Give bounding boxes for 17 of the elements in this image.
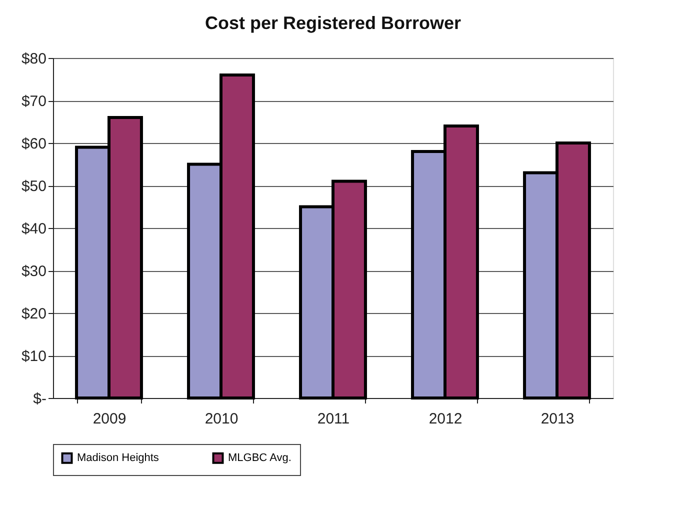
legend-label: MLGBC Avg.	[228, 452, 292, 464]
chart-title: Cost per Registered Borrower	[204, 13, 462, 33]
y-tick-label: $40	[21, 220, 46, 238]
y-tick-label: $70	[21, 93, 46, 110]
x-tick-label: 2011	[317, 410, 350, 428]
x-tick-label: 2009	[92, 410, 126, 428]
y-tick-label: $80	[21, 50, 46, 68]
y-tick-label: $60	[21, 136, 46, 152]
legend-label: Madison Heights	[77, 452, 160, 464]
y-tick-label: $20	[21, 306, 46, 322]
y-tick-label: $10	[21, 348, 46, 365]
x-tick-label: 2012	[428, 410, 462, 428]
x-tick-label: 2010	[204, 410, 238, 428]
y-tick-label: $-	[33, 390, 46, 408]
y-tick-label: $50	[21, 178, 46, 195]
y-tick-label: $30	[21, 263, 46, 280]
x-tick-label: 2013	[540, 410, 574, 428]
